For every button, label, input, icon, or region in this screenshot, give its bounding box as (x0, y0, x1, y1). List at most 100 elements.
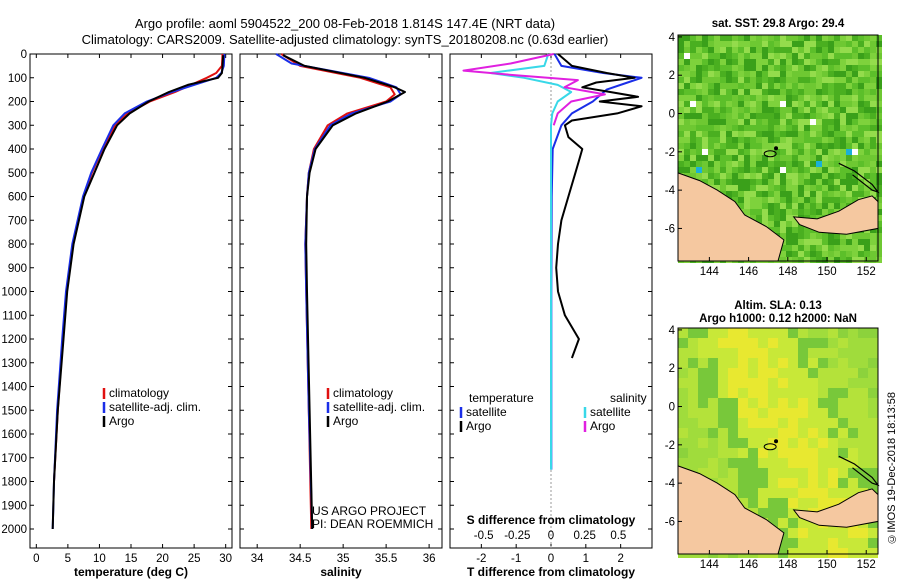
map-cell (848, 418, 858, 428)
map-cell (738, 418, 748, 428)
map-cell (778, 518, 788, 528)
map-cell (838, 378, 848, 388)
map-cell (822, 149, 828, 155)
map-cell (738, 338, 748, 348)
map-cell (780, 191, 786, 197)
map-cell (804, 197, 810, 203)
map-cell (744, 173, 750, 179)
map-cell (828, 65, 834, 71)
map-cell (828, 77, 834, 83)
map-cell (788, 388, 798, 398)
map-cell (768, 149, 774, 155)
map-cell (756, 167, 762, 173)
map-cell (834, 239, 840, 245)
map-cell (738, 35, 744, 41)
map-cell (758, 348, 768, 358)
map-cell (708, 167, 714, 173)
map-cell (808, 408, 818, 418)
map-cell (846, 167, 852, 173)
map-cell (678, 358, 688, 368)
map-cell (732, 179, 738, 185)
map-cell (868, 328, 878, 338)
map-cell (876, 191, 882, 197)
map-cell (688, 368, 698, 378)
map-cell (698, 358, 708, 368)
map-cell (816, 113, 822, 119)
map-cell (732, 137, 738, 143)
map-cell (870, 113, 876, 119)
map-cell (870, 89, 876, 95)
map-cell (828, 245, 834, 251)
map-cell (786, 149, 792, 155)
map-cell (792, 107, 798, 113)
map-cell (684, 167, 690, 173)
map-cell (780, 71, 786, 77)
map-cell (818, 438, 828, 448)
map-cell (756, 83, 762, 89)
map-cell (816, 143, 822, 149)
map-cell (702, 77, 708, 83)
map-cell (774, 65, 780, 71)
map-cell (718, 428, 728, 438)
map-cell (868, 398, 878, 408)
map-cell (744, 131, 750, 137)
map-cell (708, 59, 714, 65)
map-cell (768, 83, 774, 89)
map-cell (708, 95, 714, 101)
map-cell (756, 65, 762, 71)
map-cell (858, 528, 868, 538)
map-cell (818, 428, 828, 438)
map-cell (822, 65, 828, 71)
map-cell (808, 438, 818, 448)
map-cell (696, 53, 702, 59)
map-cell (798, 125, 804, 131)
map-cell (792, 89, 798, 95)
map-cell (858, 239, 864, 245)
map-cell (778, 368, 788, 378)
map-cell (778, 328, 788, 338)
map-cell (846, 47, 852, 53)
map-cell (838, 328, 848, 338)
map-cell (798, 35, 804, 41)
map-cell (848, 398, 858, 408)
map-cell (834, 251, 840, 257)
map-cell (788, 328, 798, 338)
map-cell (718, 458, 728, 468)
map-cell (714, 143, 720, 149)
map-cell (786, 77, 792, 83)
map-cell (792, 221, 798, 227)
map-cell (732, 113, 738, 119)
map-cell (870, 101, 876, 107)
map-cell (828, 528, 838, 538)
map-cell (774, 113, 780, 119)
map-cell (838, 468, 848, 478)
map-cell (778, 538, 788, 548)
map-cell (678, 137, 684, 143)
map-cell (864, 143, 870, 149)
map-cell (684, 95, 690, 101)
map-cell (762, 185, 768, 191)
map-cell (876, 167, 882, 173)
map-cell (678, 95, 684, 101)
map-cell (840, 119, 846, 125)
map-cell (804, 251, 810, 257)
map-cell (816, 71, 822, 77)
map-cell (768, 113, 774, 119)
map-cell (876, 89, 882, 95)
map-cell (744, 113, 750, 119)
map-cell (864, 233, 870, 239)
map-cell (858, 149, 864, 155)
map-cell (834, 179, 840, 185)
map-cell (786, 179, 792, 185)
map-cell (688, 428, 698, 438)
map-cell (738, 203, 744, 209)
map-cell (750, 65, 756, 71)
map-cell (718, 328, 728, 338)
map-cell (798, 388, 808, 398)
map-cell (840, 65, 846, 71)
map-cell (778, 388, 788, 398)
map-cell (786, 101, 792, 107)
map-cell (738, 428, 748, 438)
map-cell (798, 59, 804, 65)
map-cell (818, 478, 828, 488)
